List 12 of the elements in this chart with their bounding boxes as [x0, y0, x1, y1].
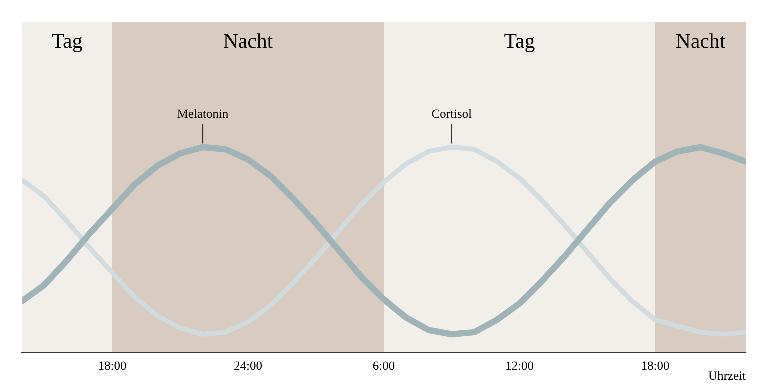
- band-label: Nacht: [224, 34, 273, 48]
- text: Melatonin: [178, 109, 228, 118]
- x-tick-label: 24:00: [234, 362, 262, 370]
- x-tick-label: 12:00: [506, 362, 534, 370]
- x-tick-label: 6:00: [373, 362, 395, 370]
- text: Cortisol: [432, 109, 472, 118]
- x-axis-title: Uhrzeit: [708, 371, 746, 380]
- x-tick-label: 18:00: [642, 362, 670, 370]
- x-tick-label: 18:00: [99, 362, 126, 370]
- band-label: Nacht: [676, 34, 726, 48]
- band-label: Tag: [504, 34, 535, 52]
- band-label: Tag: [52, 34, 82, 52]
